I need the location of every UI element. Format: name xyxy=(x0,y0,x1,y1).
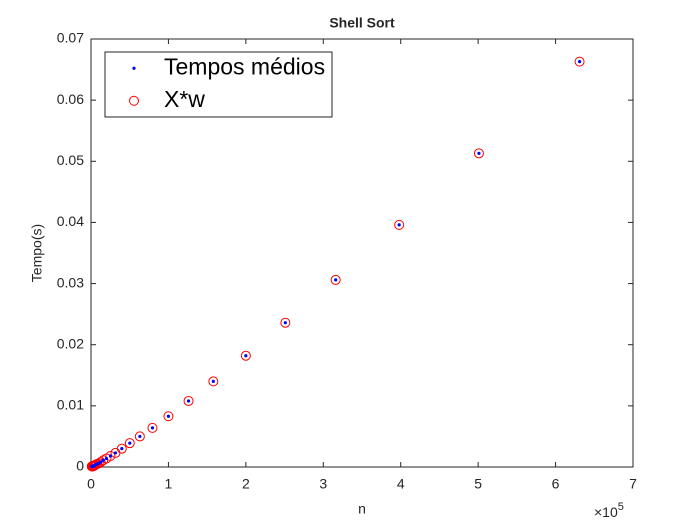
y-tick-label: 0.04 xyxy=(57,213,84,229)
x-tick-label: 5 xyxy=(474,476,482,492)
point xyxy=(208,376,219,387)
point xyxy=(280,317,291,328)
point xyxy=(128,441,132,445)
point xyxy=(163,411,174,422)
point xyxy=(116,443,127,454)
x-multiplier: ×105 xyxy=(594,501,624,520)
x-tick-label: 2 xyxy=(242,476,250,492)
y-tick-label: 0.06 xyxy=(57,91,84,107)
x-tick-label: 3 xyxy=(319,476,327,492)
point xyxy=(166,414,171,418)
point xyxy=(101,458,105,462)
legend-marker xyxy=(129,95,139,106)
point xyxy=(98,455,109,466)
point xyxy=(150,426,155,430)
point xyxy=(244,354,248,358)
point xyxy=(394,219,405,230)
point xyxy=(240,350,251,361)
point xyxy=(120,447,124,451)
point xyxy=(397,223,401,227)
point xyxy=(147,422,158,433)
point xyxy=(477,151,481,155)
chart-title: Shell Sort xyxy=(329,15,395,31)
point xyxy=(334,278,338,282)
legend-box xyxy=(104,51,333,118)
point xyxy=(186,399,191,403)
point xyxy=(283,321,287,325)
x-tick-label: 7 xyxy=(629,476,637,492)
point xyxy=(124,438,135,449)
x-axis-label: n xyxy=(358,501,366,517)
y-tick-label: 0.05 xyxy=(57,152,84,168)
point xyxy=(104,456,109,461)
point xyxy=(113,451,118,455)
point xyxy=(574,56,585,67)
x-multiplier-exponent: 5 xyxy=(618,501,624,513)
point xyxy=(138,434,142,439)
legend-label: X*w xyxy=(164,86,205,112)
point xyxy=(330,274,341,285)
x-tick-label: 0 xyxy=(87,476,95,492)
x-tick-label: 4 xyxy=(397,476,405,492)
x-tick-label: 6 xyxy=(552,476,560,492)
legend-label: Tempos médios xyxy=(164,53,325,79)
point xyxy=(183,395,194,406)
y-tick-label: 0.01 xyxy=(57,397,84,413)
point xyxy=(95,457,106,468)
point xyxy=(134,431,145,442)
y-tick-label: 0.03 xyxy=(57,274,84,290)
point xyxy=(473,148,484,159)
legend-marker xyxy=(132,66,136,70)
x-multiplier-base: ×10 xyxy=(594,504,618,520)
point xyxy=(105,450,116,461)
y-tick-label: 0.07 xyxy=(57,30,84,46)
y-tick-label: 0.02 xyxy=(57,335,84,351)
point xyxy=(99,460,103,464)
point xyxy=(211,379,215,383)
point xyxy=(108,454,113,458)
y-tick-label: 0 xyxy=(76,458,84,474)
x-tick-label: 1 xyxy=(165,476,173,492)
point xyxy=(577,60,582,64)
y-axis-label: Tempo(s) xyxy=(29,224,45,282)
